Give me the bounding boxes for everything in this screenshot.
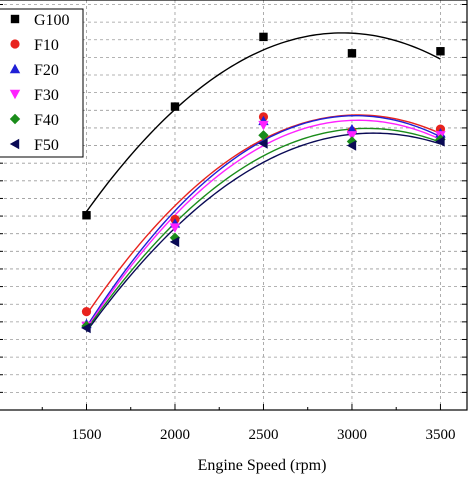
legend: G100 F10 F20 F30 F40 F50 [0, 8, 84, 158]
data-point-f30 [258, 120, 269, 131]
legend-marker-f50 [9, 138, 20, 150]
data-point-g100 [259, 32, 268, 42]
legend-marker-f40 [9, 113, 21, 125]
x-tick-label: 3000 [337, 427, 367, 443]
legend-label: F50 [34, 137, 59, 154]
data-point-f50 [346, 140, 357, 151]
data-point-g100 [347, 49, 357, 58]
legend-marker-f20 [9, 63, 21, 74]
data-point-f10 [81, 307, 92, 317]
data-point-f40 [258, 130, 269, 141]
data-point-f30 [346, 131, 358, 141]
legend-marker-f10 [10, 39, 20, 49]
data-point-g100 [436, 47, 445, 56]
legend-label: F30 [34, 87, 59, 104]
data-point-f30 [169, 223, 181, 233]
data-point-f20 [346, 123, 358, 134]
data-point-f50 [435, 136, 445, 147]
legend-label: F10 [34, 37, 59, 54]
x-tick-label: 3500 [425, 427, 455, 443]
plot-frame [0, 0, 468, 411]
data-points [81, 32, 446, 334]
legend-box [0, 8, 84, 158]
legend-marker-g100 [10, 14, 20, 24]
trend-line-g100 [85, 32, 441, 213]
data-point-f50 [258, 138, 268, 149]
legend-label: F20 [34, 62, 59, 79]
x-axis-label: Engine Speed (rpm) [198, 457, 327, 474]
trend-line-f40 [85, 127, 441, 331]
legend-label: F40 [34, 112, 59, 129]
legend-marker-f30 [9, 89, 21, 100]
x-tick-label: 1500 [71, 427, 101, 443]
data-point-g100 [82, 211, 91, 220]
data-point-f50 [81, 322, 91, 334]
axes: 1500 2000 2500 3000 3500 [0, 0, 468, 443]
legend-label: G100 [34, 12, 70, 29]
data-point-g100 [170, 102, 180, 111]
data-point-f50 [169, 236, 180, 248]
x-tick-label: 2000 [160, 427, 190, 443]
x-tick-label: 2500 [248, 427, 278, 443]
trend-line-f50 [85, 132, 441, 333]
